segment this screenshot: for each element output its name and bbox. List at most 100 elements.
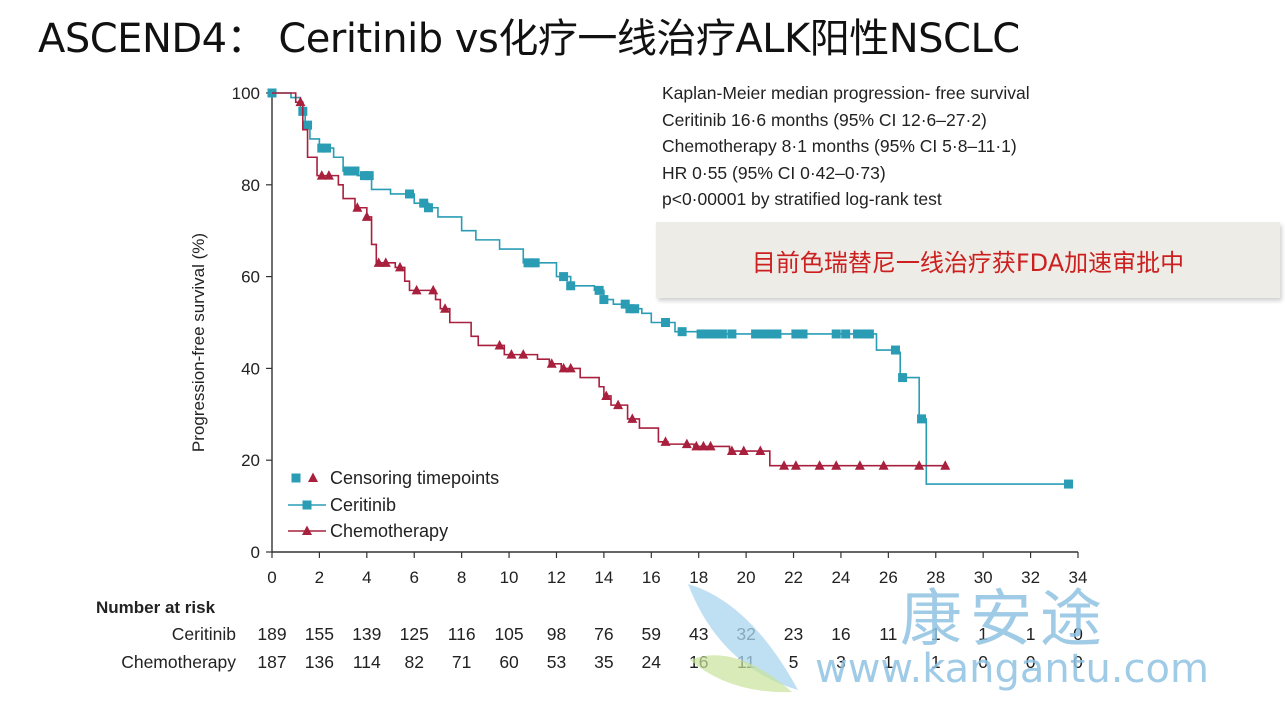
chemotherapy-censor-mark — [814, 460, 825, 470]
risk-cell: 125 — [399, 624, 429, 644]
y-tick-label: 40 — [241, 359, 260, 378]
chemotherapy-censor-mark — [681, 438, 692, 449]
chemotherapy-censor-mark — [361, 211, 372, 221]
risk-cell: 60 — [499, 652, 519, 672]
chemotherapy-censor-mark — [565, 362, 576, 373]
risk-cell: 116 — [447, 624, 476, 644]
x-tick-label: 34 — [1069, 568, 1088, 587]
ceritinib-censor-mark — [566, 281, 576, 291]
risk-cell: 0 — [1073, 652, 1083, 672]
km-summary-line-2: Ceritinib 16·6 months (95% CI 12·6–27·2) — [662, 109, 987, 130]
risk-cell: 82 — [404, 652, 424, 672]
ceritinib-censor-mark — [599, 295, 609, 305]
ceritinib-censor-mark — [917, 414, 927, 424]
chemotherapy-censor-mark — [380, 257, 391, 267]
risk-cell: 1 — [930, 624, 941, 644]
x-tick-label: 28 — [926, 568, 945, 587]
chemotherapy-censor-mark — [518, 349, 529, 359]
risk-cell: 155 — [304, 624, 334, 644]
chemotherapy-censor-mark — [726, 445, 737, 456]
chemotherapy-censor-mark — [940, 460, 951, 470]
ceritinib-censor-mark — [630, 304, 640, 314]
watermark-url: www.kangantu.com — [815, 646, 1209, 692]
chemotherapy-censor-mark — [558, 362, 569, 373]
ceritinib-censor-mark — [853, 329, 863, 339]
legend-chemotherapy-label: Chemotherapy — [330, 521, 448, 541]
x-tick-label: 8 — [457, 568, 466, 587]
x-tick-label: 26 — [879, 568, 898, 587]
chemotherapy-censor-mark — [831, 460, 842, 470]
risk-cell: 71 — [451, 652, 472, 672]
chemotherapy-censor-mark — [698, 440, 709, 451]
ceritinib-censor-mark — [322, 143, 332, 153]
risk-cell: 35 — [594, 652, 614, 672]
chemotherapy-censor-mark — [316, 170, 327, 180]
risk-cell: 189 — [257, 624, 287, 644]
x-tick-label: 4 — [362, 568, 371, 587]
ceritinib-censor-mark — [898, 373, 908, 383]
risk-cell: 3 — [836, 652, 846, 672]
ceritinib-censor-mark — [864, 329, 874, 339]
y-axis-label: Progression-free survival (%) — [189, 233, 208, 452]
slide-title: ASCEND4： Ceritinib vs化疗一线治疗ALK阳性NSCLC — [38, 16, 1020, 62]
risk-cell: 53 — [546, 652, 567, 672]
legend-censor-triangle — [308, 472, 318, 482]
ceritinib-censor-mark — [523, 258, 533, 268]
x-tick-label: 22 — [784, 568, 803, 587]
chemotherapy-censor-mark — [411, 284, 422, 295]
x-tick-label: 2 — [315, 568, 324, 587]
chemotherapy-censor-mark — [395, 261, 406, 272]
ceritinib-censor-mark — [798, 329, 808, 339]
risk-cell: 1 — [978, 624, 989, 644]
chemotherapy-censor-mark — [295, 96, 306, 107]
ceritinib-censor-mark — [419, 198, 429, 208]
risk-cell: 136 — [304, 652, 334, 672]
ceritinib-censor-mark — [831, 329, 841, 339]
risk-table-header: Number at risk — [96, 598, 216, 617]
x-tick-label: 14 — [594, 568, 613, 587]
ceritinib-censor-mark — [677, 327, 687, 337]
ceritinib-censor-mark — [620, 299, 630, 309]
ceritinib-censor-mark — [1064, 479, 1074, 489]
x-tick-label: 20 — [737, 568, 756, 587]
ceritinib-censor-mark — [765, 329, 775, 339]
risk-cell: 23 — [783, 624, 804, 644]
ceritinib-censor-mark — [717, 329, 727, 339]
ceritinib-censor-mark — [727, 329, 737, 339]
chemotherapy-censor-mark — [878, 460, 889, 470]
x-tick-label: 12 — [547, 568, 566, 587]
risk-cell: 98 — [546, 624, 567, 644]
ceritinib-censor-mark — [751, 329, 761, 339]
km-summary-line-1: Kaplan-Meier median progression- free su… — [662, 83, 1030, 103]
chemotherapy-censor-mark — [546, 358, 557, 368]
legend-ceritinib-marker — [302, 500, 312, 510]
chemotherapy-censor-mark — [601, 390, 612, 400]
x-tick-label: 16 — [642, 568, 661, 587]
ceritinib-censor-mark — [303, 120, 313, 130]
risk-row-label: Chemotherapy — [121, 652, 236, 672]
legend-censoring-label: Censoring timepoints — [330, 468, 499, 488]
km-summary-line-4: HR 0·55 (95% CI 0·42–0·73) — [662, 162, 886, 183]
watermark-logo — [688, 584, 798, 693]
risk-cell: 0 — [1073, 624, 1083, 644]
chemotherapy-censor-mark — [440, 303, 451, 313]
legend-chemotherapy-marker — [302, 525, 312, 535]
ceritinib-censor-mark — [364, 171, 374, 181]
legend-ceritinib-label: Ceritinib — [330, 495, 396, 515]
chart-legend: Censoring timepoints Ceritinib Chemotherap… — [288, 468, 499, 541]
ceritinib-censor-mark — [530, 258, 540, 268]
chemotherapy-censor-mark — [352, 202, 363, 212]
km-summary-line-3: Chemotherapy 8·1 months (95% CI 5·8–11·1… — [662, 136, 1017, 156]
x-tick-label: 10 — [500, 568, 519, 587]
callout-box: 目前色瑞替尼一线治疗获FDA加速审批中 — [656, 222, 1280, 298]
chemotherapy-censor-mark — [691, 440, 702, 451]
chemotherapy-censor-mark — [790, 460, 801, 470]
chemotherapy-line — [272, 92, 946, 467]
chemotherapy-censor-mark — [755, 445, 766, 456]
risk-cell: 139 — [352, 624, 382, 644]
ceritinib-censor-mark — [317, 143, 327, 153]
chemotherapy-censor-mark — [705, 440, 716, 451]
km-summary: Kaplan-Meier median progression- free su… — [662, 80, 1030, 213]
risk-cell: 0 — [1025, 652, 1036, 672]
